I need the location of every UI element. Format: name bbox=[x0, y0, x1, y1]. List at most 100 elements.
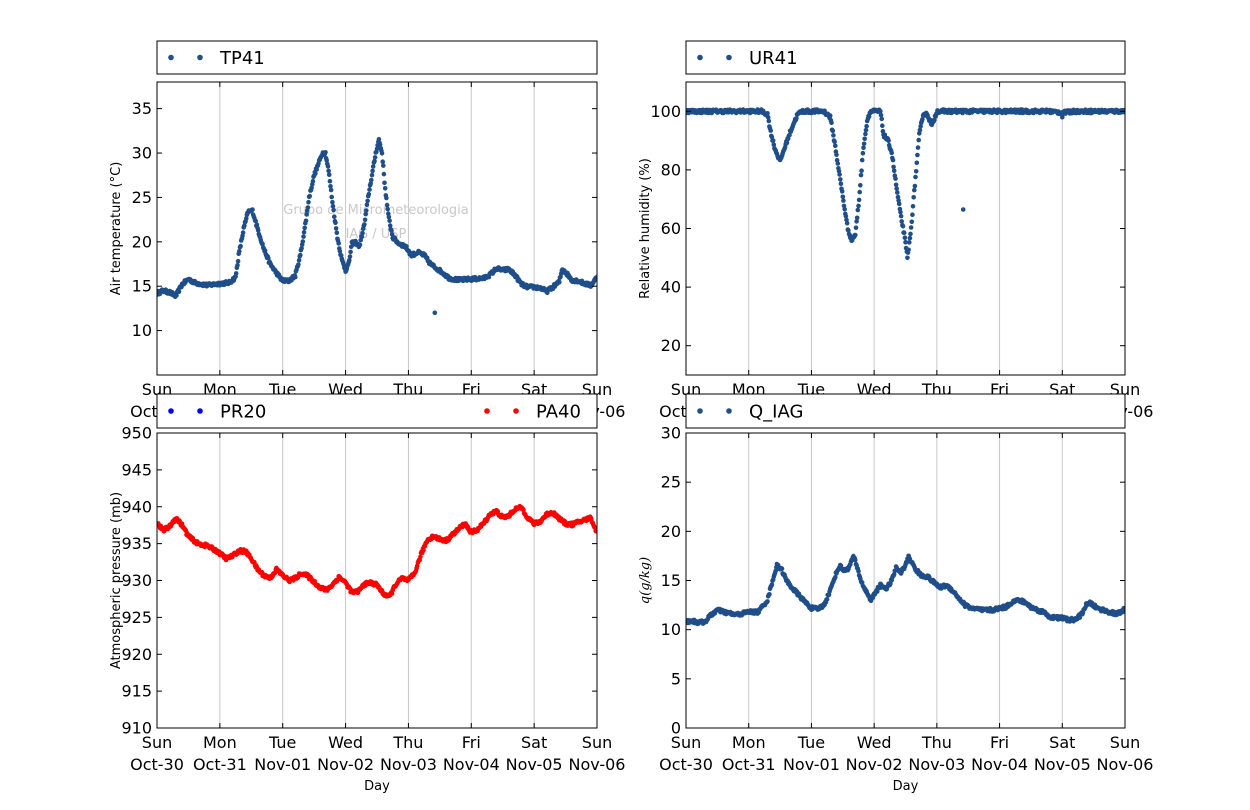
y-tick-label: 10 bbox=[132, 321, 152, 340]
data-point bbox=[594, 274, 597, 280]
data-point bbox=[863, 131, 868, 137]
data-point bbox=[842, 206, 847, 212]
data-point bbox=[298, 252, 303, 258]
data-point bbox=[900, 223, 906, 229]
data-point bbox=[381, 171, 387, 177]
data-point bbox=[913, 169, 919, 174]
x-tick-day: Wed bbox=[328, 733, 363, 752]
data-point bbox=[895, 190, 900, 195]
data-point bbox=[387, 218, 392, 223]
data-point bbox=[837, 172, 842, 177]
data-point bbox=[324, 158, 330, 163]
data-point bbox=[418, 554, 423, 560]
data-point bbox=[769, 582, 775, 587]
data-point bbox=[330, 203, 336, 209]
x-tick-day: Fri bbox=[462, 733, 481, 752]
data-point bbox=[843, 213, 849, 219]
data-point bbox=[898, 213, 904, 219]
data-point bbox=[296, 262, 301, 267]
data-point bbox=[915, 152, 920, 158]
x-tick-day: Thu bbox=[392, 733, 423, 752]
data-point bbox=[347, 257, 352, 263]
data-point bbox=[915, 145, 921, 150]
y-tick-label: 950 bbox=[121, 424, 152, 443]
data-point bbox=[839, 189, 845, 194]
y-tick-label: 30 bbox=[132, 144, 152, 163]
data-point bbox=[773, 568, 778, 574]
data-point bbox=[304, 212, 309, 217]
x-tick-date: Nov-02 bbox=[317, 755, 374, 774]
data-point bbox=[387, 223, 393, 228]
data-point bbox=[918, 124, 923, 129]
data-point bbox=[914, 160, 920, 166]
data-point-outlier bbox=[1060, 114, 1065, 120]
x-tick-day: Sun bbox=[582, 733, 612, 752]
data-point bbox=[859, 157, 865, 163]
legend-marker bbox=[168, 408, 174, 414]
x-axis-label: Day bbox=[893, 779, 919, 794]
data-point bbox=[336, 241, 342, 246]
data-point bbox=[898, 209, 903, 215]
data-point bbox=[908, 225, 914, 230]
x-tick-date: Oct-30 bbox=[659, 755, 713, 774]
legend: PR20 PA40 bbox=[156, 393, 598, 429]
x-tick-date: Nov-03 bbox=[380, 755, 437, 774]
y-tick-label: 100 bbox=[650, 102, 681, 121]
y-tick-label: 80 bbox=[661, 160, 681, 179]
plot-frame bbox=[685, 81, 1126, 376]
x-axis-label: Day bbox=[364, 779, 390, 794]
legend-box bbox=[685, 393, 1126, 429]
data-point bbox=[367, 187, 372, 192]
x-tick-date: Nov-01 bbox=[254, 755, 311, 774]
data-point bbox=[833, 143, 838, 149]
data-point bbox=[894, 186, 899, 191]
data-marks bbox=[157, 503, 597, 599]
data-point bbox=[238, 243, 243, 249]
data-point bbox=[362, 222, 367, 227]
data-point bbox=[362, 217, 368, 223]
legend-marker bbox=[726, 54, 732, 61]
data-point bbox=[856, 568, 861, 574]
x-tick-date: Nov-06 bbox=[1097, 755, 1154, 774]
data-point bbox=[838, 181, 844, 187]
data-point bbox=[385, 206, 391, 212]
data-point bbox=[879, 116, 884, 122]
data-point bbox=[766, 118, 772, 124]
data-point bbox=[384, 195, 389, 201]
x-tick-day: Tue bbox=[268, 733, 296, 752]
data-point bbox=[235, 262, 240, 268]
data-point bbox=[834, 152, 839, 157]
data-point bbox=[386, 214, 392, 220]
data-point bbox=[858, 172, 864, 178]
data-point bbox=[846, 228, 851, 233]
y-axis-label: Relative humidity (%) bbox=[638, 158, 653, 299]
x-tick-day: Mon bbox=[203, 733, 237, 752]
data-point bbox=[920, 117, 925, 122]
data-point bbox=[859, 168, 864, 173]
data-point bbox=[841, 198, 846, 203]
x-tick-day: Fri bbox=[990, 733, 1009, 752]
data-point bbox=[912, 183, 918, 189]
data-point bbox=[333, 226, 339, 231]
data-point bbox=[1077, 615, 1083, 620]
data-point bbox=[878, 109, 883, 114]
data-point bbox=[899, 219, 904, 224]
data-point bbox=[904, 560, 910, 565]
data-point bbox=[771, 142, 777, 148]
legend: UR41 bbox=[685, 40, 1126, 75]
data-point bbox=[382, 186, 388, 191]
data-point bbox=[302, 225, 308, 231]
legend-marker bbox=[197, 408, 203, 414]
data-point bbox=[389, 228, 394, 233]
data-point bbox=[255, 228, 261, 233]
data-point bbox=[858, 183, 863, 188]
data-point bbox=[380, 159, 386, 164]
data-point bbox=[300, 239, 306, 244]
data-point bbox=[891, 571, 897, 577]
data-point bbox=[784, 140, 790, 146]
data-point bbox=[176, 289, 182, 295]
data-point bbox=[330, 199, 335, 205]
y-tick-label: 35 bbox=[132, 99, 152, 118]
data-point bbox=[370, 164, 376, 169]
data-point bbox=[895, 194, 901, 200]
